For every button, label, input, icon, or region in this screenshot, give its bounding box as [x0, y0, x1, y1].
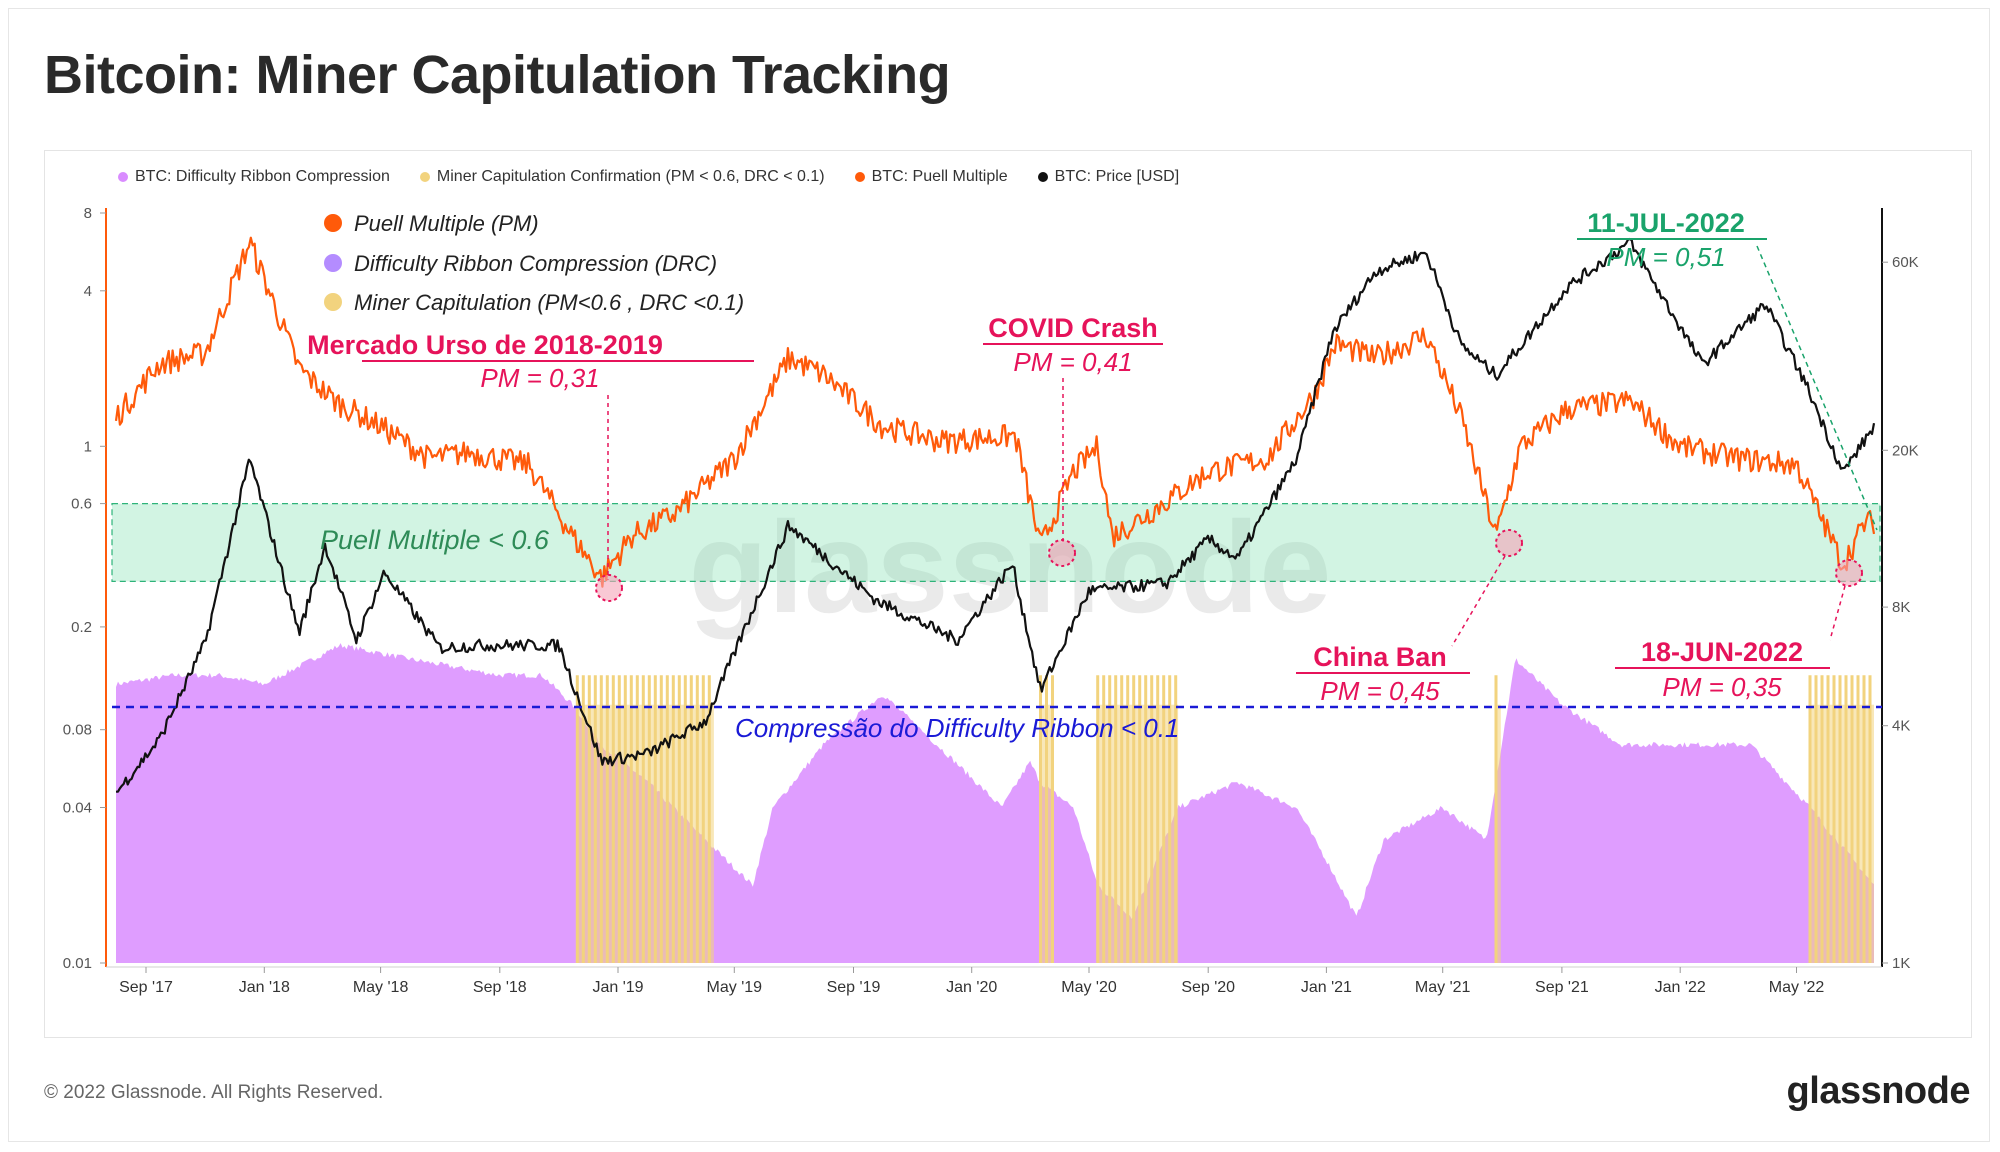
left-tick-label: 1 — [84, 438, 92, 455]
x-tick-label: Jan '19 — [592, 979, 643, 996]
page-border — [8, 8, 1990, 1142]
drc-area — [116, 643, 1874, 963]
inner-legend-dot-icon — [324, 293, 342, 311]
capitulation-range-0 — [577, 704, 714, 963]
x-tick-label: Jan '18 — [239, 979, 290, 996]
right-tick-label: 1K — [1892, 955, 1910, 972]
annotation-jun22-value: PM = 0,35 — [1662, 672, 1782, 702]
annotation-china-title: China Ban — [1313, 642, 1447, 672]
left-tick-label: 0.04 — [63, 800, 92, 817]
x-tick-label: Jan '21 — [1301, 979, 1352, 996]
x-tick-label: Jan '22 — [1655, 979, 1706, 996]
legend-dot-icon — [419, 172, 430, 182]
x-tick-label: Sep '18 — [473, 979, 527, 996]
x-tick-label: Sep '19 — [827, 979, 881, 996]
right-tick-label: 20K — [1892, 442, 1919, 459]
annotation-jun22-marker — [1835, 559, 1863, 587]
annotation-jul22-value: PM = 0,51 — [1606, 242, 1725, 272]
legend-dot-icon — [1037, 172, 1048, 182]
x-tick-label: Sep '20 — [1181, 979, 1235, 996]
left-tick-label: 0.01 — [63, 955, 92, 972]
annotation-covid-marker — [1048, 539, 1076, 567]
annotation-jul22-leader — [1756, 245, 1878, 531]
left-tick-label: 0.08 — [63, 722, 92, 739]
right-tick-label: 60K — [1892, 254, 1919, 271]
capitulation-bars — [575, 675, 1874, 963]
right-tick-label: 8K — [1892, 599, 1910, 616]
annotation-jul22-title: 11-JUL-2022 — [1587, 208, 1745, 238]
x-tick-label: May '22 — [1769, 979, 1825, 996]
annotation-jun22-title: 18-JUN-2022 — [1641, 637, 1803, 667]
annotation-china-leader — [1451, 555, 1506, 647]
legend-dot-icon — [854, 172, 865, 182]
legend-item-drc[interactable]: BTC: Difficulty Ribbon Compression — [118, 168, 390, 186]
legend-item-price[interactable]: BTC: Price [USD] — [1037, 168, 1180, 186]
left-tick-label: 0.6 — [71, 496, 92, 513]
puell-line-series — [114, 236, 1876, 588]
annotation-jun22-leader — [1829, 585, 1846, 641]
chart-panel — [44, 150, 1972, 1038]
inner-legend-label: Difficulty Ribbon Compression (DRC) — [354, 251, 717, 276]
annotation-bear-marker — [595, 574, 623, 602]
legend-label: BTC: Difficulty Ribbon Compression — [135, 168, 390, 185]
puell-line — [114, 236, 1876, 588]
legend-label: BTC: Price [USD] — [1054, 168, 1180, 185]
price-line — [115, 237, 1876, 793]
annotation-china-value: PM = 0,45 — [1320, 676, 1440, 706]
drc-threshold-label: Compressão do Difficulty Ribbon < 0.1 — [735, 713, 1179, 743]
x-tick-label: May '19 — [707, 979, 763, 996]
annotation-bear-value: PM = 0,31 — [480, 363, 599, 393]
legend-label: Miner Capitulation Confirmation (PM < 0.… — [436, 168, 825, 185]
pm-band-group — [111, 503, 1881, 583]
x-tick-label: May '18 — [353, 979, 409, 996]
footer-logo[interactable]: glassnode — [1786, 1070, 1971, 1112]
annotation-china-marker — [1495, 529, 1523, 557]
left-tick-label: 0.2 — [71, 619, 92, 636]
pm-band — [111, 503, 1881, 583]
page-title: Bitcoin: Miner Capitulation Tracking — [44, 45, 951, 105]
right-tick-label: 4K — [1892, 718, 1910, 735]
annotation-covid-title: COVID Crash — [988, 313, 1158, 343]
inner-legend-dot-icon — [324, 254, 342, 272]
inner-legend-dot-icon — [324, 214, 342, 232]
x-tick-label: Sep '17 — [119, 979, 173, 996]
pm-band-label: Puell Multiple < 0.6 — [320, 525, 550, 555]
inner-legend-label: Puell Multiple (PM) — [354, 211, 539, 236]
left-tick-label: 4 — [84, 283, 92, 300]
price-line-series — [115, 237, 1876, 793]
inner-legend-label: Miner Capitulation (PM<0.6 , DRC <0.1) — [354, 290, 744, 315]
legend-item-puell[interactable]: BTC: Puell Multiple — [854, 168, 1008, 186]
capitulation-range-3 — [1496, 704, 1501, 963]
legend-label: BTC: Puell Multiple — [871, 168, 1008, 185]
annotation-covid-value: PM = 0,41 — [1013, 347, 1132, 377]
x-tick-label: Jan '20 — [946, 979, 997, 996]
footer-copyright: © 2022 Glassnode. All Rights Reserved. — [44, 1082, 384, 1103]
x-tick-label: May '20 — [1061, 979, 1117, 996]
legend-dot-icon — [118, 172, 128, 182]
chart-legend: BTC: Difficulty Ribbon Compression Miner… — [118, 168, 1179, 186]
legend-item-capitulation[interactable]: Miner Capitulation Confirmation (PM < 0.… — [419, 168, 825, 186]
axis-ticks: 8 4 1 0.6 0.2 0.08 0.04 0.01 60K 20K 8K 4K 1K Sep '17… — [63, 205, 1919, 996]
annotation-bear-title: Mercado Urso de 2018-2019 — [307, 330, 663, 360]
left-tick-label: 8 — [84, 205, 92, 222]
x-tick-label: Sep '21 — [1535, 979, 1589, 996]
drc-area-series — [116, 643, 1874, 963]
x-tick-label: May '21 — [1415, 979, 1471, 996]
